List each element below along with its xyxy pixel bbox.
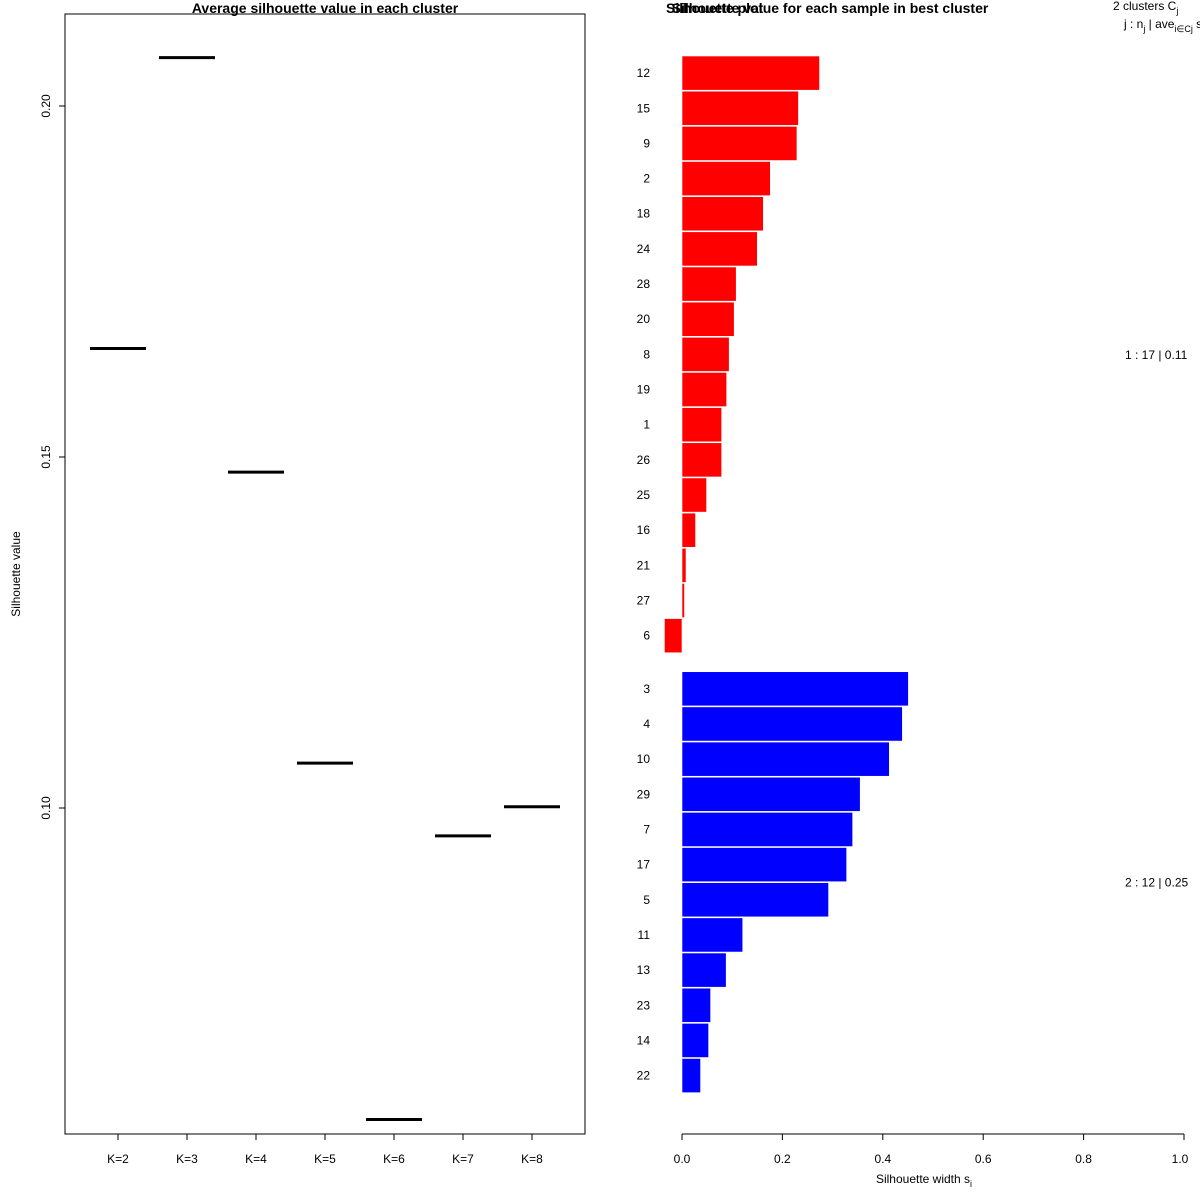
sample-label-22: 22 <box>637 1069 651 1083</box>
sample-label-24: 24 <box>637 242 651 256</box>
silhouette-bar-sample-25 <box>681 477 707 513</box>
right-chart-title: Silhouette value for each sample in best… <box>672 0 989 16</box>
silhouette-bar-sample-22 <box>681 1058 701 1093</box>
sample-label-15: 15 <box>637 101 651 115</box>
sample-label-25: 25 <box>637 488 651 502</box>
right-chart-overlapped-title: Silhouette plot <box>666 0 764 16</box>
x-tick-label: 0.4 <box>874 1152 891 1166</box>
x-tick-label-k2: K=2 <box>107 1152 129 1166</box>
silhouette-bar-sample-14 <box>681 1023 709 1058</box>
cluster-summary-2: 2 : 12 | 0.25 <box>1125 876 1188 890</box>
x-tick-label: 0.2 <box>774 1152 791 1166</box>
sample-label-29: 29 <box>637 787 651 801</box>
silhouette-bar-sample-2 <box>681 161 771 196</box>
silhouette-bar-sample-6 <box>664 618 683 654</box>
sample-label-8: 8 <box>643 347 650 361</box>
sample-label-9: 9 <box>643 136 650 150</box>
avg-silhouette-segments <box>90 56 560 1121</box>
silhouette-bar-sample-19 <box>681 372 727 407</box>
silhouette-bar-sample-8 <box>681 336 730 372</box>
sample-label-23: 23 <box>637 998 651 1012</box>
sample-label-3: 3 <box>643 682 650 696</box>
sample-label-11: 11 <box>638 928 651 942</box>
sample-label-5: 5 <box>643 893 650 907</box>
sample-label-12: 12 <box>637 66 651 80</box>
sample-label-6: 6 <box>643 629 650 643</box>
sample-silhouette-panel: Silhouette plot Silhouette value for eac… <box>637 0 1200 1189</box>
sample-label-7: 7 <box>643 822 650 836</box>
x-tick-label-k7: K=7 <box>452 1152 474 1166</box>
silhouette-bar-sample-1 <box>681 407 722 443</box>
silhouette-bar-sample-4 <box>681 706 903 742</box>
silhouette-bar-sample-28 <box>681 266 737 302</box>
silhouette-bar-sample-16 <box>681 512 696 548</box>
silhouette-bar-sample-27 <box>681 583 685 618</box>
silhouette-bar-sample-20 <box>681 301 735 337</box>
right-x-axis: 0.0 0.2 0.4 0.6 0.8 1.0 Silhouette width… <box>674 1133 1189 1189</box>
silhouette-bar-sample-9 <box>681 126 798 161</box>
sample-label-1: 1 <box>643 418 650 432</box>
x-tick-label-k8: K=8 <box>521 1152 543 1166</box>
left-y-axis-label: Silhouette value <box>9 531 23 617</box>
sample-label-17: 17 <box>637 858 651 872</box>
silhouette-bar-sample-7 <box>681 812 853 847</box>
sample-label-27: 27 <box>637 594 651 608</box>
silhouette-bar-sample-23 <box>681 987 711 1023</box>
left-chart-title: Average silhouette value in each cluster <box>192 0 459 16</box>
silhouette-bar-sample-18 <box>681 196 764 232</box>
x-tick-label-k6: K=6 <box>383 1152 405 1166</box>
sample-label-20: 20 <box>637 312 651 326</box>
avg-silhouette-panel: Average silhouette value in each cluster… <box>9 0 586 1166</box>
sample-label-21: 21 <box>637 558 651 572</box>
left-x-axis: K=2 K=3 K=4 K=5 K=6 K=7 K=8 <box>107 1134 543 1166</box>
legend-header-line2: j : nj | avei∈Cj s <box>1123 17 1200 34</box>
y-tick-label: 0.15 <box>39 445 53 469</box>
y-tick-label: 0.10 <box>39 796 53 820</box>
sample-label-4: 4 <box>643 717 650 731</box>
x-tick-label: 0.8 <box>1075 1152 1092 1166</box>
silhouette-bar-sample-15 <box>681 90 799 126</box>
sample-label-13: 13 <box>637 963 651 977</box>
left-plot-frame <box>64 13 586 1135</box>
sample-label-16: 16 <box>637 523 651 537</box>
silhouette-bar-sample-21 <box>681 547 687 583</box>
silhouette-bar-sample-11 <box>681 917 744 953</box>
x-tick-label-k3: K=3 <box>176 1152 198 1166</box>
silhouette-bar-sample-26 <box>681 442 722 478</box>
x-tick-label: 1.0 <box>1172 1152 1189 1166</box>
right-x-axis-label: Silhouette width si <box>876 1172 972 1189</box>
silhouette-bar-sample-13 <box>681 952 727 988</box>
left-y-axis: 0.20 0.15 0.10 <box>39 94 65 820</box>
silhouette-bar-sample-10 <box>681 741 890 777</box>
silhouette-bar-sample-12 <box>681 55 820 91</box>
silhouette-bars: 12 15 9 2 18 24 28 20 8 19 1 26 25 16 21 27 6 1 : 17 | 0.… <box>637 55 1188 1093</box>
silhouette-bar-sample-5 <box>681 882 829 918</box>
x-tick-label-k5: K=5 <box>314 1152 336 1166</box>
x-tick-label: 0.6 <box>975 1152 992 1166</box>
x-tick-label-k4: K=4 <box>245 1152 267 1166</box>
silhouette-bar-sample-3 <box>681 671 909 707</box>
x-tick-label: 0.0 <box>674 1152 691 1166</box>
sample-label-26: 26 <box>637 453 651 467</box>
silhouette-bar-sample-24 <box>681 231 758 267</box>
sample-label-2: 2 <box>643 172 650 186</box>
sample-label-18: 18 <box>637 207 651 221</box>
sample-label-28: 28 <box>637 277 651 291</box>
sample-label-10: 10 <box>637 752 651 766</box>
y-tick-label: 0.20 <box>39 94 53 118</box>
cluster-summary-1: 1 : 17 | 0.11 <box>1125 348 1188 362</box>
silhouette-bar-sample-17 <box>681 847 847 883</box>
sample-label-14: 14 <box>637 1033 651 1047</box>
sample-label-19: 19 <box>637 383 651 397</box>
legend-header-line1: 2 clusters Cj <box>1113 0 1178 16</box>
silhouette-bar-sample-29 <box>681 776 861 812</box>
